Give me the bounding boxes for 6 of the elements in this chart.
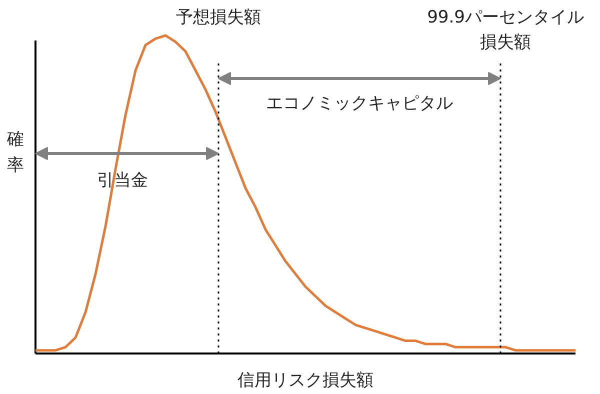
y-axis-title: 確率 xyxy=(6,130,24,176)
text: 予想損失額 xyxy=(176,8,261,28)
annotation: エコノミックキャピタル xyxy=(266,94,453,114)
x-axis-title: 信用リスク損失額 xyxy=(238,370,374,390)
annotation: 引当金 xyxy=(97,170,148,190)
annotation: 99.9パーセンタイル損失額 xyxy=(427,8,584,52)
